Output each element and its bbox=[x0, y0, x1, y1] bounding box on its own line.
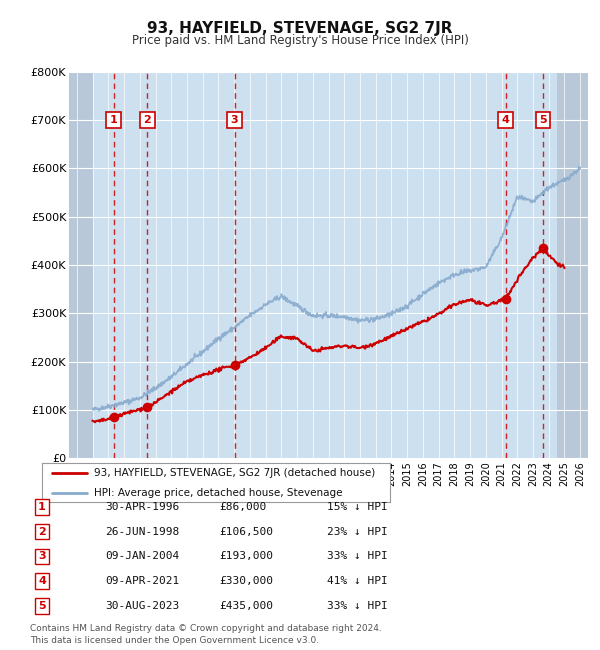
Text: 1: 1 bbox=[110, 115, 118, 125]
Text: 15% ↓ HPI: 15% ↓ HPI bbox=[327, 502, 388, 512]
Text: 5: 5 bbox=[539, 115, 547, 125]
Text: 3: 3 bbox=[38, 551, 46, 562]
Text: £330,000: £330,000 bbox=[219, 576, 273, 586]
Text: 93, HAYFIELD, STEVENAGE, SG2 7JR: 93, HAYFIELD, STEVENAGE, SG2 7JR bbox=[147, 21, 453, 36]
Text: 4: 4 bbox=[38, 576, 46, 586]
Text: 33% ↓ HPI: 33% ↓ HPI bbox=[327, 601, 388, 611]
Text: £193,000: £193,000 bbox=[219, 551, 273, 562]
Text: 41% ↓ HPI: 41% ↓ HPI bbox=[327, 576, 388, 586]
Text: 09-APR-2021: 09-APR-2021 bbox=[105, 576, 179, 586]
Text: Price paid vs. HM Land Registry's House Price Index (HPI): Price paid vs. HM Land Registry's House … bbox=[131, 34, 469, 47]
Text: 33% ↓ HPI: 33% ↓ HPI bbox=[327, 551, 388, 562]
Text: £435,000: £435,000 bbox=[219, 601, 273, 611]
Text: 23% ↓ HPI: 23% ↓ HPI bbox=[327, 526, 388, 537]
Text: 30-AUG-2023: 30-AUG-2023 bbox=[105, 601, 179, 611]
Text: 09-JAN-2004: 09-JAN-2004 bbox=[105, 551, 179, 562]
Text: HPI: Average price, detached house, Stevenage: HPI: Average price, detached house, Stev… bbox=[94, 488, 343, 498]
Text: £86,000: £86,000 bbox=[219, 502, 266, 512]
Text: 3: 3 bbox=[231, 115, 238, 125]
Text: 30-APR-1996: 30-APR-1996 bbox=[105, 502, 179, 512]
Text: 1: 1 bbox=[38, 502, 46, 512]
Text: 93, HAYFIELD, STEVENAGE, SG2 7JR (detached house): 93, HAYFIELD, STEVENAGE, SG2 7JR (detach… bbox=[94, 467, 376, 478]
Text: £106,500: £106,500 bbox=[219, 526, 273, 537]
Bar bbox=[557, 72, 588, 458]
Text: 2: 2 bbox=[143, 115, 151, 125]
Text: 2: 2 bbox=[38, 526, 46, 537]
Text: 26-JUN-1998: 26-JUN-1998 bbox=[105, 526, 179, 537]
Text: 5: 5 bbox=[38, 601, 46, 611]
Text: Contains HM Land Registry data © Crown copyright and database right 2024.
This d: Contains HM Land Registry data © Crown c… bbox=[30, 624, 382, 645]
Text: 4: 4 bbox=[502, 115, 509, 125]
Bar bbox=[69, 72, 92, 458]
